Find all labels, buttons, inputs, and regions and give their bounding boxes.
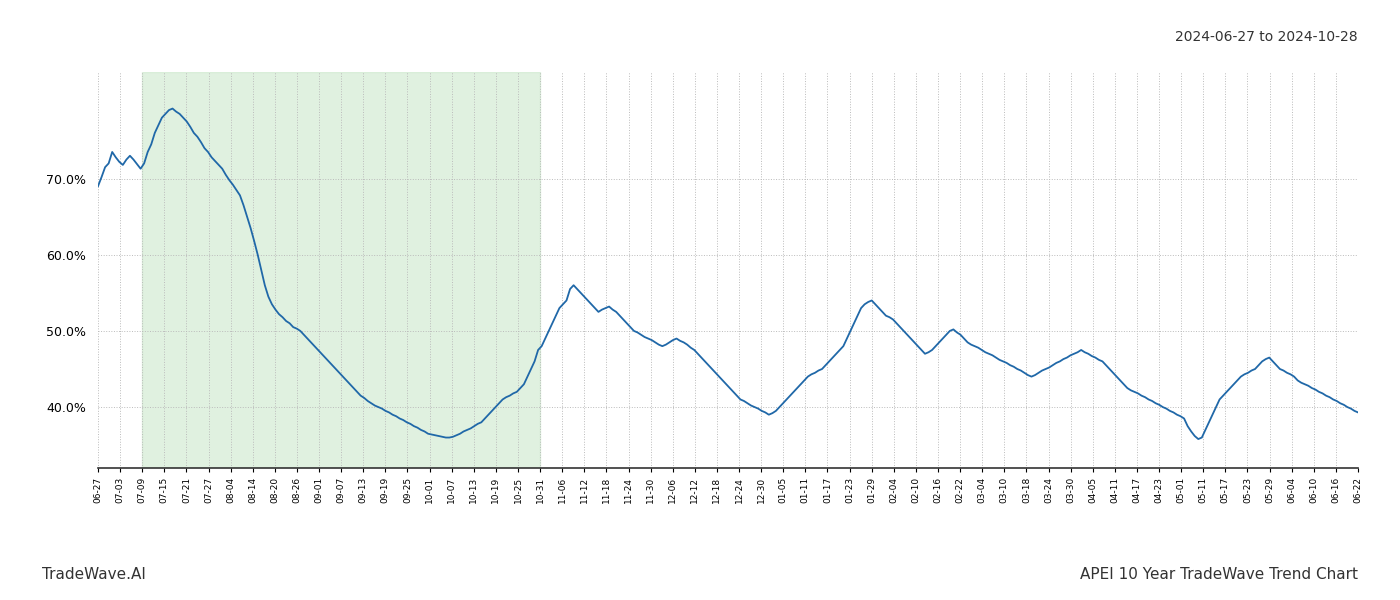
Bar <box>143 72 540 468</box>
Text: 2024-06-27 to 2024-10-28: 2024-06-27 to 2024-10-28 <box>1176 30 1358 44</box>
Text: APEI 10 Year TradeWave Trend Chart: APEI 10 Year TradeWave Trend Chart <box>1079 567 1358 582</box>
Text: TradeWave.AI: TradeWave.AI <box>42 567 146 582</box>
